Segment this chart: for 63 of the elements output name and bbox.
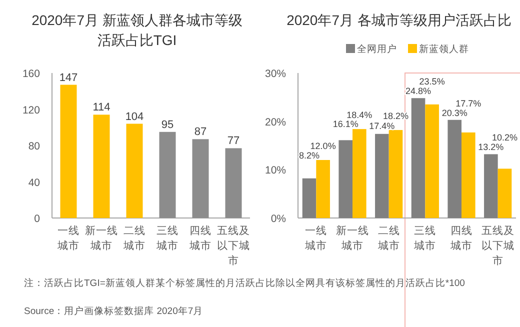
bar — [448, 120, 462, 218]
x-tick-label: 四线城市 — [188, 224, 212, 254]
data-label: 17.7% — [456, 98, 482, 108]
bar — [159, 132, 176, 218]
x-tick-label: 五线及以下城市 — [480, 224, 516, 269]
bar — [126, 124, 143, 218]
x-tick-label: 新一线城市 — [335, 224, 370, 254]
bar — [462, 132, 476, 218]
data-label: 24.8% — [406, 86, 432, 96]
y-tick-label: 0% — [270, 213, 286, 225]
bar — [93, 114, 110, 218]
chart-title: 2020年7月 各城市等级用户活跃占比 — [286, 11, 512, 30]
bar — [225, 148, 242, 218]
x-tick-label: 二线城市 — [376, 224, 401, 254]
y-tick-label: 160 — [22, 68, 40, 80]
bar — [425, 104, 439, 218]
y-tick-label: 80 — [28, 140, 40, 152]
x-tick-label: 一线城市 — [56, 224, 80, 254]
text: 注：活跃占比TGI=新蓝领人群某个标签属性的月活跃占比除以全网具有该标签属性的月活跃占比*100 — [24, 277, 465, 289]
bar — [388, 130, 403, 218]
data-label: 23.5% — [419, 76, 445, 86]
y-tick-label: 20% — [264, 116, 286, 128]
data-label: 8.2% — [299, 150, 320, 160]
x-tick-label: 新一线城市 — [84, 224, 119, 254]
data-label: 114 — [92, 102, 110, 114]
chart-title: 2020年7月 新蓝领人群各城市等级活跃占比TGI — [30, 11, 244, 50]
data-label: 12.0% — [310, 141, 336, 151]
x-tick-label: 一线城市 — [304, 224, 328, 254]
data-label: 17.4% — [369, 120, 395, 131]
data-label: 20.3% — [442, 108, 468, 118]
legend-label: 全网用户 — [357, 43, 397, 55]
data-label: 18.4% — [346, 110, 372, 120]
legend-label: 新蓝领人群 — [419, 43, 469, 55]
data-label: 147 — [59, 72, 78, 84]
data-label: 13.2% — [478, 142, 504, 152]
data-label: 77 — [227, 135, 240, 148]
x-tick-label: 三线城市 — [156, 224, 180, 254]
data-label: 10.2% — [492, 132, 518, 143]
y-tick-label: 0 — [34, 213, 40, 225]
x-tick-label: 三线城市 — [413, 224, 438, 254]
data-label: 87 — [194, 126, 207, 138]
bar — [484, 154, 498, 218]
data-label: 18.2% — [382, 111, 408, 122]
y-tick-label: 120 — [22, 104, 40, 116]
bar — [192, 139, 209, 218]
source-note: Source：用户画像标签数据库 2020年7月 — [24, 305, 204, 317]
bar — [352, 129, 366, 218]
y-tick-label: 10% — [264, 164, 286, 177]
data-label: 16.1% — [332, 119, 358, 130]
data-label: 95 — [161, 118, 174, 131]
bar — [338, 140, 352, 218]
bar — [375, 134, 389, 218]
x-tick-label: 二线城市 — [122, 224, 146, 254]
bar — [60, 84, 77, 218]
bar — [316, 160, 330, 218]
bar — [411, 98, 426, 218]
bar — [302, 178, 316, 218]
y-tick-label: 40 — [28, 176, 40, 189]
x-tick-label: 四线城市 — [450, 224, 474, 254]
bar — [498, 168, 512, 218]
data-label: 104 — [125, 110, 144, 123]
y-tick-label: 30% — [264, 68, 286, 80]
x-tick-label: 五线及以下城市 — [216, 224, 251, 269]
